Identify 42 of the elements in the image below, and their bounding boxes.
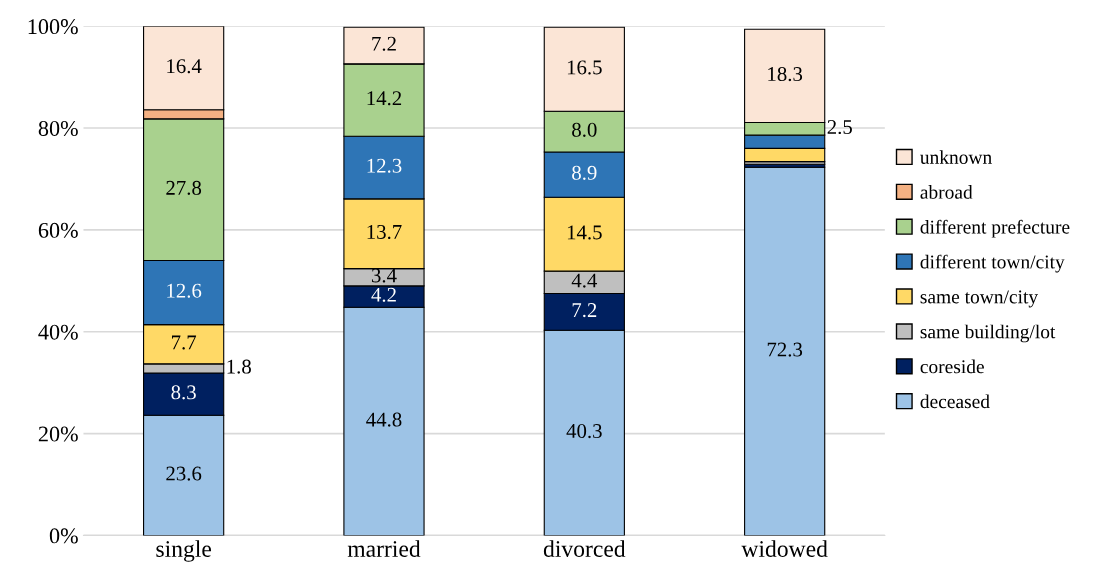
data-label: 3.4	[371, 268, 397, 283]
data-label: 12.6	[167, 283, 202, 298]
y-tick-label: 80%	[38, 120, 78, 137]
legend-label: coreside	[920, 359, 984, 374]
data-label: 72.3	[767, 342, 803, 357]
data-label: 8.0	[572, 122, 597, 137]
data-label: 2.5	[827, 120, 852, 135]
legend-label: different town/city	[920, 254, 1065, 273]
legend-label: same building/lot	[920, 324, 1056, 343]
data-label: 27.8	[166, 180, 202, 195]
data-label: 14.5	[567, 225, 602, 240]
data-label: 44.8	[366, 412, 402, 427]
y-tick-label: 60%	[38, 222, 78, 238]
data-label: 4.4	[571, 273, 598, 288]
data-label: 12.3	[367, 158, 402, 173]
data-label: 1.8	[227, 359, 251, 374]
legend-label: unknown	[920, 150, 992, 164]
x-tick-label: divorced	[543, 540, 626, 557]
legend-label: abroad	[920, 185, 973, 199]
y-tick-label: 0%	[49, 528, 78, 544]
x-tick-label: widowed	[741, 540, 828, 557]
data-label: 16.4	[167, 59, 202, 74]
legend-label: deceased	[920, 394, 990, 409]
y-tick-label: 100%	[28, 19, 78, 35]
data-label: 8.3	[171, 385, 196, 400]
data-label: 23.6	[166, 466, 202, 481]
data-label: 13.7	[367, 224, 402, 240]
legend-label: different prefecture	[920, 219, 1070, 238]
data-label: 14.2	[367, 91, 402, 106]
data-label: 7.2	[572, 303, 597, 318]
y-tick-label: 40%	[38, 324, 78, 340]
data-label: 8.9	[572, 165, 597, 180]
y-tick-label: 20%	[38, 426, 78, 442]
x-tick-label: single	[156, 540, 212, 562]
x-tick-label: married	[347, 540, 421, 557]
data-label: 16.5	[567, 60, 602, 75]
data-label: 7.7	[172, 335, 197, 350]
data-label: 18.3	[768, 67, 803, 82]
legend-label: same town/city	[920, 290, 1039, 308]
data-label: 4.2	[371, 287, 396, 302]
data-label: 40.3	[566, 423, 602, 439]
data-label: 7.2	[372, 36, 396, 51]
